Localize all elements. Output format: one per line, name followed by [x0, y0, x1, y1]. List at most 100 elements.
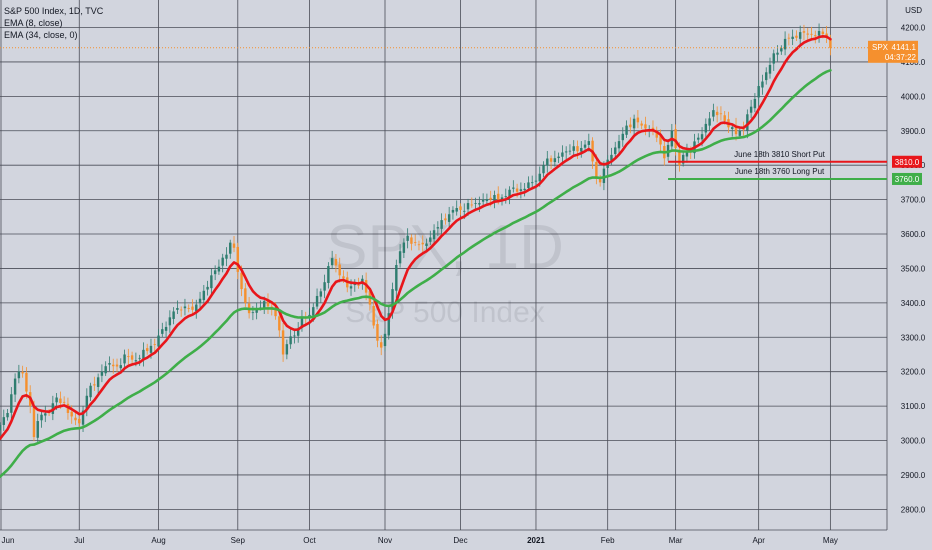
candle-body — [746, 114, 749, 131]
candle-body — [413, 242, 417, 243]
price-tick-label: 3000.0 — [901, 437, 926, 446]
time-tick-label: Nov — [378, 536, 392, 545]
candle-body — [293, 335, 296, 337]
legend-symbol: S&P 500 Index, 1D, TVC — [4, 6, 104, 16]
price-label-symbol: SPX — [872, 43, 889, 52]
candle-body — [372, 306, 375, 326]
candle-body — [417, 244, 421, 246]
candle-body — [195, 304, 198, 312]
candle-body — [757, 86, 760, 98]
candle-body — [191, 306, 194, 310]
price-tag-background — [892, 155, 922, 168]
candle-body — [712, 110, 715, 117]
candle-body — [176, 308, 179, 310]
candle-body — [149, 345, 153, 353]
time-tick-label: Apr — [752, 536, 765, 545]
candle-body — [538, 173, 541, 182]
time-tick-label: Sep — [231, 536, 246, 545]
candle-body — [115, 364, 119, 367]
candle-body — [700, 134, 704, 140]
candle-body — [232, 243, 236, 248]
horizontal-line-label: June 18th 3760 Long Put — [735, 167, 825, 176]
candle-body — [595, 161, 598, 179]
price-tick-label: 3400.0 — [901, 299, 926, 308]
candle-body — [153, 344, 156, 345]
candle-body — [829, 38, 832, 48]
candle-body — [768, 64, 772, 74]
candle-body — [580, 147, 583, 152]
candle-body — [459, 206, 462, 210]
candle-body — [561, 152, 564, 157]
candle-body — [353, 283, 357, 286]
candle-body — [315, 295, 319, 307]
candle-body — [572, 146, 575, 151]
time-tick-label: Mar — [669, 536, 683, 545]
candle-body — [395, 265, 398, 291]
candle-body — [266, 300, 270, 307]
candle-body — [489, 197, 492, 200]
time-axis[interactable]: Jun Jul Aug Sep Oct Nov Dec 2021 Feb Mar Apr May — [2, 536, 838, 545]
price-tick-label: 4000.0 — [901, 92, 926, 101]
candle-body — [104, 366, 107, 374]
candle-body — [731, 127, 734, 130]
candle-body — [229, 242, 232, 254]
candle-body — [474, 203, 477, 204]
candle-body — [742, 128, 745, 130]
candle-body — [10, 394, 13, 413]
candle-body — [821, 31, 825, 35]
candle-body — [761, 81, 764, 88]
candle-body — [470, 204, 474, 206]
candle-body — [312, 307, 315, 316]
candle-body — [485, 199, 489, 201]
candle-body — [715, 111, 719, 116]
candle-body — [225, 254, 228, 259]
candle-body — [685, 151, 689, 157]
price-tag-label: 3810.0 — [895, 158, 920, 167]
candle-body — [289, 336, 292, 345]
candle-body — [70, 411, 73, 417]
time-tick-label: 2021 — [527, 536, 545, 545]
candle-body — [776, 52, 779, 55]
candle-body — [21, 371, 24, 374]
time-tick-label: Dec — [453, 536, 467, 545]
candle-body — [440, 220, 443, 229]
candle-body — [202, 290, 206, 301]
candle-body — [85, 395, 89, 410]
candle-body — [749, 106, 753, 113]
candle-body — [719, 113, 723, 115]
legend-ema-slow: EMA (34, close, 0) — [4, 30, 78, 40]
candle-body — [625, 125, 628, 135]
candle-body — [274, 309, 277, 317]
candle-body — [164, 326, 168, 331]
price-tick-label: 3100.0 — [901, 402, 926, 411]
candle-body — [814, 35, 817, 37]
candle-body — [300, 316, 304, 328]
candle-body — [587, 141, 591, 145]
candle-body — [96, 377, 100, 387]
candle-body — [802, 31, 806, 33]
candle-body — [549, 158, 553, 162]
candle-body — [534, 180, 538, 182]
candle-body — [25, 372, 28, 392]
candle-body — [100, 371, 104, 376]
candle-body — [576, 146, 579, 152]
candle-body — [614, 147, 617, 155]
chart-legend: S&P 500 Index, 1D, TVC EMA (8, close) EM… — [4, 5, 103, 41]
candle-body — [179, 309, 183, 311]
candle-body — [659, 136, 662, 145]
candle-body — [342, 276, 345, 279]
horizontal-lines[interactable]: June 18th 3810 Short Put June 18th 3760 L… — [668, 150, 887, 180]
candle-body — [557, 156, 560, 159]
candle-body — [323, 282, 326, 291]
candle-body — [93, 384, 96, 386]
candle-body — [519, 189, 523, 191]
candle-body — [795, 35, 798, 38]
candle-body — [62, 401, 66, 403]
candle-body — [553, 158, 557, 163]
candle-body — [398, 251, 402, 264]
price-axis-unit: USD — [905, 6, 922, 15]
price-axis-background — [887, 0, 932, 530]
price-tick-label: 4200.0 — [901, 24, 926, 33]
candle-body — [240, 272, 243, 290]
